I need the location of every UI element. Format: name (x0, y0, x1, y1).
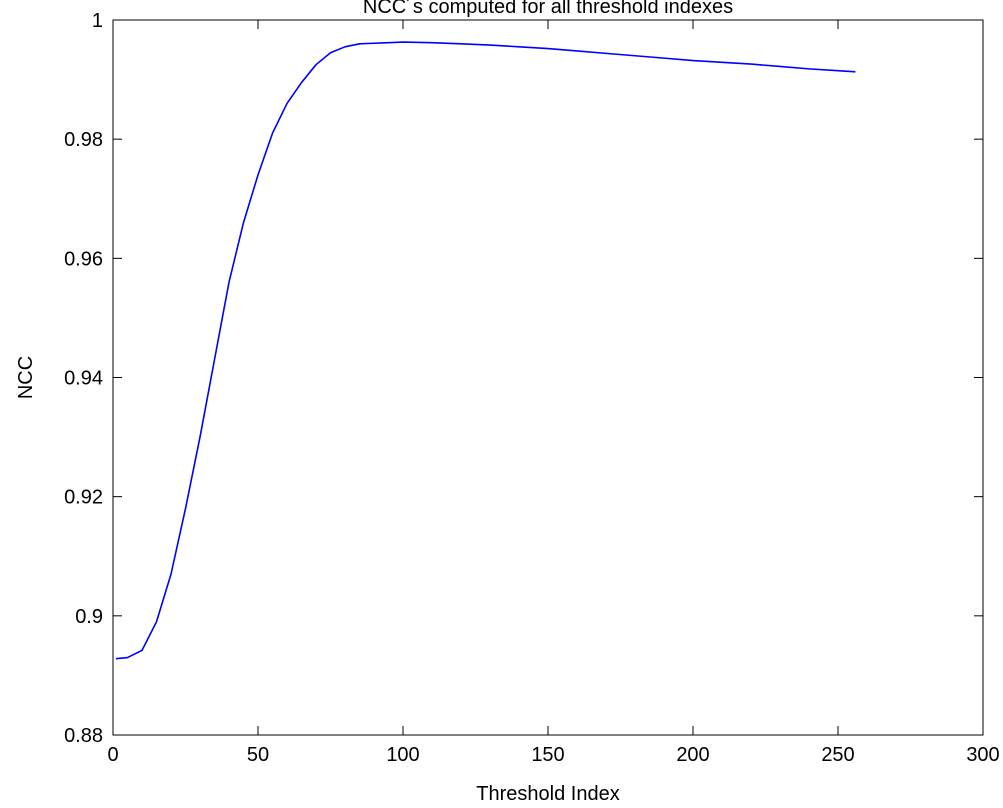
y-tick-label: 0.96 (64, 248, 103, 270)
series-line-1 (115, 41, 856, 660)
x-tick-label: 100 (386, 744, 419, 766)
series-layer (115, 41, 856, 660)
y-tick-label: 0.92 (64, 487, 103, 509)
y-tick-label: 0.94 (64, 368, 103, 390)
x-tick-label: 0 (107, 744, 118, 766)
y-tick-label: 0.9 (75, 606, 103, 628)
x-tick-label: 150 (531, 744, 564, 766)
x-axis-label: Threshold Index (476, 783, 619, 805)
x-tick-label: 50 (247, 744, 269, 766)
y-axis: 0.88 0.9 0.92 0.94 0.96 0.98 1 (64, 10, 983, 747)
y-tick-label: 0.98 (64, 129, 103, 151)
x-tick-label: 200 (676, 744, 709, 766)
chart-title: NCC´s computed for all threshold indexes (363, 0, 733, 18)
plot-area (113, 20, 983, 735)
x-tick-label: 250 (821, 744, 854, 766)
x-axis: 0 50 100 150 200 250 300 (107, 20, 1000, 766)
y-tick-label: 1 (92, 10, 103, 32)
y-tick-label: 0.88 (64, 725, 103, 747)
y-axis-label: NCC (15, 356, 37, 399)
x-tick-label: 300 (966, 744, 999, 766)
